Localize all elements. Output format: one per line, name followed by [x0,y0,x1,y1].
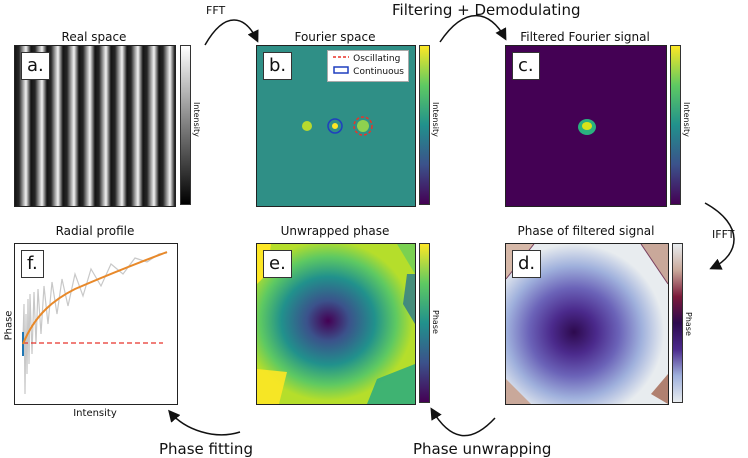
panel-e-tag: e. [263,250,292,278]
panel-c-title: Filtered Fourier signal [520,30,650,44]
legend-continuous-label: Continuous [353,67,404,77]
panel-e-unwrapped: e. [256,243,416,405]
raw-profile-line [22,252,168,395]
panel-f-radial-profile: f. [14,243,178,405]
arrow-fft [204,19,259,46]
oscillating-marker [353,116,373,136]
legend-continuous: Continuous [332,66,404,79]
arrow-fitting [168,409,241,436]
panel-b-colorbar [419,45,430,205]
panel-a-title: Real space [61,30,127,44]
panel-a-tag: a. [21,52,50,80]
panel-c-colorbar [670,45,681,205]
arrow-unwrap [430,407,496,437]
panel-e-colorbar [419,243,430,403]
panel-e-title: Unwrapped phase [280,224,390,238]
fit-curve [22,251,168,345]
panel-f-plot [22,251,168,395]
panel-d-tag: d. [512,250,542,278]
panel-f-xlabel: Intensity [73,408,117,419]
legend-oscillating-label: Oscillating [353,54,401,64]
continuous-marker [327,118,343,134]
panel-e-artifacts [257,244,415,404]
arrow-filter [439,15,507,43]
panel-d-colorbar [672,243,683,403]
panel-d-phase: d. [505,243,669,405]
panel-f-title: Radial profile [55,224,135,238]
panel-c-tag: c. [512,52,540,80]
arrow-ifft [704,202,735,270]
panel-b-image [302,116,373,136]
arrow-ifft-label: IFFT [712,228,735,241]
panel-b-legend: Oscillating Continuous [327,50,409,82]
panel-b-fourier: b. Oscillating Continuous [256,45,416,207]
panel-b-title: Fourier space [294,30,376,44]
legend-dash-icon [333,56,350,58]
arrow-filter-label: Filtering + Demodulating [392,1,581,19]
arrow-unwrap-label: Phase unwrapping [413,440,552,458]
panel-c-image [578,119,596,135]
arrow-fitting-label: Phase fitting [159,440,253,458]
panel-b-tag: b. [263,52,293,80]
legend-box-icon [333,66,350,74]
panel-f-tag: f. [21,250,44,278]
arrow-fft-label: FFT [206,4,226,17]
panel-a-real-space: a. [14,45,176,207]
panel-d-title: Phase of filtered signal [517,224,655,238]
panel-a-colorbar [180,45,191,205]
panel-c-filtered: c. [505,45,667,207]
legend-oscillating: Oscillating [332,53,404,66]
